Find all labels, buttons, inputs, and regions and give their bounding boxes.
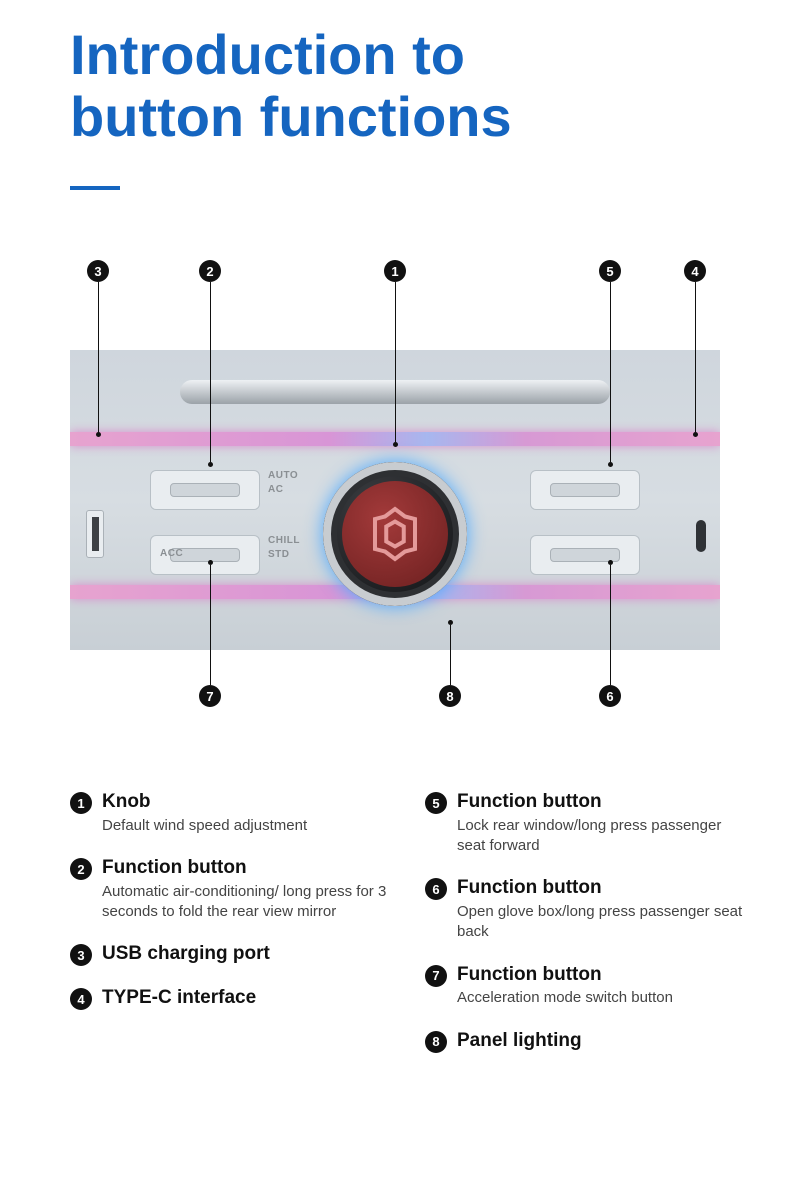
- typec-port: [696, 520, 706, 552]
- callout-line: [450, 625, 451, 685]
- callout-dot: [608, 462, 613, 467]
- legend-num: 6: [425, 878, 447, 900]
- page-title: Introduction to button functions: [70, 24, 512, 147]
- legend-desc: Automatic air-conditioning/ long press f…: [102, 882, 395, 923]
- callout-line: [610, 565, 611, 685]
- gear-icon: [365, 504, 425, 564]
- callout-5: 5: [599, 260, 621, 467]
- legend-item: 5 Function button Lock rear window/long …: [425, 790, 750, 856]
- legend-title: Panel lighting: [457, 1029, 750, 1053]
- callout-line: [210, 565, 211, 685]
- legend-title: Function button: [457, 963, 750, 987]
- btn-label-acc: ACC: [160, 548, 183, 559]
- button-diagram: 3 2 1 5 4 AUTO AC ACC CHILL STD: [70, 260, 720, 740]
- legend-title: Function button: [102, 856, 395, 880]
- callout-2: 2: [199, 260, 221, 467]
- legend-text: Panel lighting: [457, 1029, 750, 1053]
- callout-num: 7: [199, 685, 221, 707]
- legend-num: 7: [425, 965, 447, 987]
- callout-line: [695, 282, 696, 432]
- legend-num: 2: [70, 858, 92, 880]
- legend-item: 7 Function button Acceleration mode swit…: [425, 963, 750, 1009]
- legend-num: 8: [425, 1031, 447, 1053]
- callout-dot: [208, 462, 213, 467]
- btn-label-std: STD: [268, 549, 290, 560]
- legend-text: Knob Default wind speed adjustment: [102, 790, 395, 836]
- callout-6: 6: [599, 560, 621, 707]
- legend-text: TYPE-C interface: [102, 986, 395, 1010]
- callout-num: 8: [439, 685, 461, 707]
- legend-col-right: 5 Function button Lock rear window/long …: [425, 790, 750, 1053]
- callout-num: 3: [87, 260, 109, 282]
- legend-desc: Lock rear window/long press passenger se…: [457, 816, 750, 857]
- callout-3: 3: [87, 260, 109, 437]
- panel-button-auto-ac: [150, 470, 260, 510]
- callout-8: 8: [439, 620, 461, 707]
- callout-1: 1: [384, 260, 406, 447]
- legend-item: 1 Knob Default wind speed adjustment: [70, 790, 395, 836]
- title-underline: [70, 186, 120, 190]
- legend-item: 8 Panel lighting: [425, 1029, 750, 1053]
- legend-item: 6 Function button Open glove box/long pr…: [425, 876, 750, 942]
- legend-desc: Open glove box/long press passenger seat…: [457, 902, 750, 943]
- legend-text: Function button Open glove box/long pres…: [457, 876, 750, 942]
- callout-line: [98, 282, 99, 432]
- usb-port: [86, 510, 104, 558]
- legend-item: 2 Function button Automatic air-conditio…: [70, 856, 395, 922]
- callout-line: [610, 282, 611, 462]
- legend-col-left: 1 Knob Default wind speed adjustment 2 F…: [70, 790, 395, 1053]
- btn-label-ac: AC: [268, 484, 283, 495]
- title-line-1: Introduction to: [70, 23, 465, 86]
- legend-item: 4 TYPE-C interface: [70, 986, 395, 1010]
- callout-line: [395, 282, 396, 442]
- callout-num: 5: [599, 260, 621, 282]
- btn-label-auto: AUTO: [268, 470, 298, 481]
- btn-label-chill: CHILL: [268, 535, 300, 546]
- panel-button-glove: [530, 535, 640, 575]
- legend-num: 1: [70, 792, 92, 814]
- callout-num: 2: [199, 260, 221, 282]
- legend-text: Function button Acceleration mode switch…: [457, 963, 750, 1009]
- callout-num: 4: [684, 260, 706, 282]
- legend-num: 5: [425, 792, 447, 814]
- title-line-2: button functions: [70, 85, 512, 148]
- callout-line: [210, 282, 211, 462]
- callout-dot: [393, 442, 398, 447]
- knob-face: [342, 481, 448, 587]
- callout-num: 6: [599, 685, 621, 707]
- legend-text: USB charging port: [102, 942, 395, 966]
- legend-item: 3 USB charging port: [70, 942, 395, 966]
- legend-desc: Default wind speed adjustment: [102, 816, 395, 836]
- legend-text: Function button Automatic air-conditioni…: [102, 856, 395, 922]
- legend: 1 Knob Default wind speed adjustment 2 F…: [70, 790, 750, 1053]
- legend-title: TYPE-C interface: [102, 986, 395, 1010]
- center-knob: [323, 462, 467, 606]
- callout-4: 4: [684, 260, 706, 437]
- callout-num: 1: [384, 260, 406, 282]
- legend-num: 3: [70, 944, 92, 966]
- callout-7: 7: [199, 560, 221, 707]
- callout-dot: [96, 432, 101, 437]
- legend-text: Function button Lock rear window/long pr…: [457, 790, 750, 856]
- legend-title: USB charging port: [102, 942, 395, 966]
- legend-num: 4: [70, 988, 92, 1010]
- legend-title: Knob: [102, 790, 395, 814]
- callout-dot: [693, 432, 698, 437]
- legend-desc: Acceleration mode switch button: [457, 988, 750, 1008]
- legend-title: Function button: [457, 790, 750, 814]
- panel-button-lock: [530, 470, 640, 510]
- legend-title: Function button: [457, 876, 750, 900]
